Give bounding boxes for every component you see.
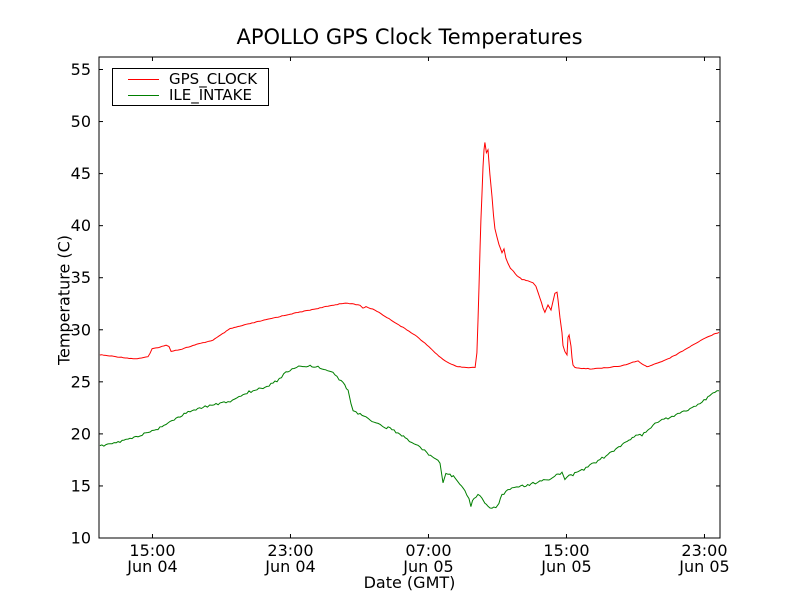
chart-title: APOLLO GPS Clock Temperatures xyxy=(236,25,583,49)
x-tick-label-time: 15:00 xyxy=(543,541,589,560)
legend-entry-ile-intake: ILE_INTAKE xyxy=(113,87,268,103)
legend-line-sample-green xyxy=(128,94,159,96)
y-tick-label: 35 xyxy=(71,268,91,287)
legend-label: ILE_INTAKE xyxy=(169,85,252,104)
x-tick-label-date: Jun 05 xyxy=(540,557,591,576)
y-tick-label: 50 xyxy=(71,112,91,131)
legend: GPS_CLOCK ILE_INTAKE xyxy=(112,68,269,106)
x-axis-label: Date (GMT) xyxy=(363,573,456,592)
y-tick-label: 30 xyxy=(71,320,91,339)
x-tick-label-date: Jun 04 xyxy=(126,557,177,576)
y-tick-label: 55 xyxy=(71,60,91,79)
x-tick-label-date: Jun 05 xyxy=(402,557,453,576)
x-tick-label-date: Jun 04 xyxy=(264,557,315,576)
y-tick-label: 15 xyxy=(71,476,91,495)
legend-line-sample-red xyxy=(128,78,159,80)
y-tick-label: 45 xyxy=(71,164,91,183)
y-tick-label: 40 xyxy=(71,216,91,235)
legend-label: GPS_CLOCK xyxy=(169,69,258,88)
x-tick-label-time: 15:00 xyxy=(129,541,175,560)
series-line-ile_intake xyxy=(99,364,719,509)
x-tick-label-time: 23:00 xyxy=(267,541,313,560)
x-tick-label-time: 07:00 xyxy=(405,541,451,560)
y-tick-label: 10 xyxy=(71,529,91,548)
y-axis-label-text: Temperature (C) xyxy=(54,234,74,366)
x-tick-label-date: Jun 05 xyxy=(678,557,729,576)
axes-frame xyxy=(98,56,721,539)
legend-entry-gps-clock: GPS_CLOCK xyxy=(113,71,268,87)
y-tick-label: 20 xyxy=(71,424,91,443)
y-tick-label: 25 xyxy=(71,372,91,391)
series-line-gps_clock xyxy=(99,142,720,370)
x-tick-label-time: 23:00 xyxy=(681,541,727,560)
